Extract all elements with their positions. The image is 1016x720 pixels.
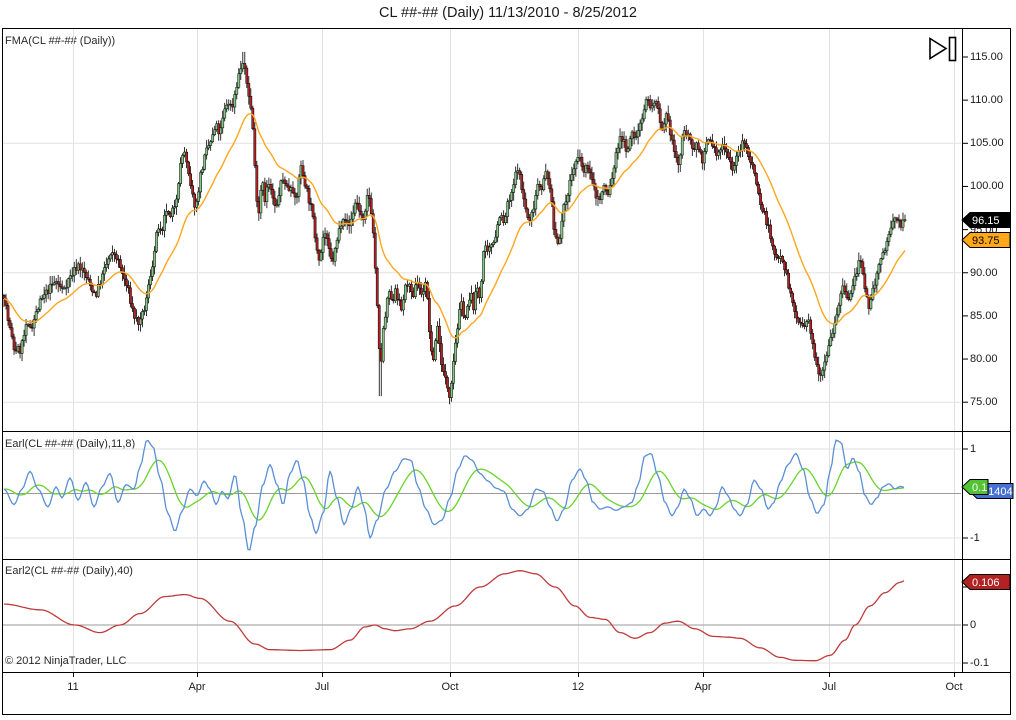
price-axis-label: 110.00 bbox=[970, 94, 1003, 107]
svg-text:0.1: 0.1 bbox=[972, 482, 987, 494]
earl2-value-marker: 0.106 bbox=[961, 573, 1011, 590]
svg-text:93.75: 93.75 bbox=[972, 235, 1000, 247]
time-axis-label: 12 bbox=[571, 681, 585, 693]
price-axis-label: 115.00 bbox=[970, 51, 1003, 63]
price-axis-label: 105.00 bbox=[970, 137, 1004, 150]
go-to-last-bar-button[interactable] bbox=[928, 36, 960, 63]
time-axis-label: Apr bbox=[188, 681, 206, 693]
price-axis-label: 85.00 bbox=[970, 309, 998, 322]
price-axis-label: 80.00 bbox=[970, 353, 998, 366]
earl-axis-label: 1 bbox=[970, 443, 977, 455]
svg-text:0.106: 0.106 bbox=[972, 577, 1000, 589]
time-axis-label: 11 bbox=[67, 681, 79, 693]
earl-fast-marker: 0.1 bbox=[961, 479, 989, 496]
time-axis-label: Jul bbox=[821, 681, 837, 693]
earl-axis-label: -1 bbox=[970, 532, 980, 544]
time-axis-label: Oct bbox=[441, 681, 459, 693]
price-axis-label: 75.00 bbox=[970, 396, 998, 409]
time-axis-label: Apr bbox=[694, 681, 712, 693]
price-panel-indicator-label: FMA(CL ##-## (Daily)) bbox=[5, 35, 116, 47]
earl2-panel-indicator-label: Earl2(CL ##-## (Daily),40) bbox=[5, 565, 133, 577]
svg-text:96.15: 96.15 bbox=[972, 215, 1000, 227]
copyright-text: © 2012 NinjaTrader, LLC bbox=[5, 655, 127, 667]
earl-panel-indicator-label: Earl(CL ##-## (Daily),11,8) bbox=[5, 438, 136, 450]
earl2-axis-label: -0.1 bbox=[970, 657, 989, 669]
price-axis-label: 90.00 bbox=[970, 266, 998, 279]
go-to-last-bar-icon bbox=[929, 36, 957, 62]
ma-value-marker: 93.75 bbox=[961, 232, 1011, 249]
time-axis-label: Jul bbox=[314, 681, 330, 693]
time-axis-label: Oct bbox=[945, 681, 963, 693]
price-axis-label: 100.00 bbox=[970, 180, 1004, 193]
chart-title: CL ##-## (Daily) 11/13/2010 - 8/25/2012 bbox=[379, 5, 637, 21]
last-price-marker: 96.15 bbox=[961, 211, 1011, 228]
earl2-axis-label: 0 bbox=[970, 619, 977, 631]
